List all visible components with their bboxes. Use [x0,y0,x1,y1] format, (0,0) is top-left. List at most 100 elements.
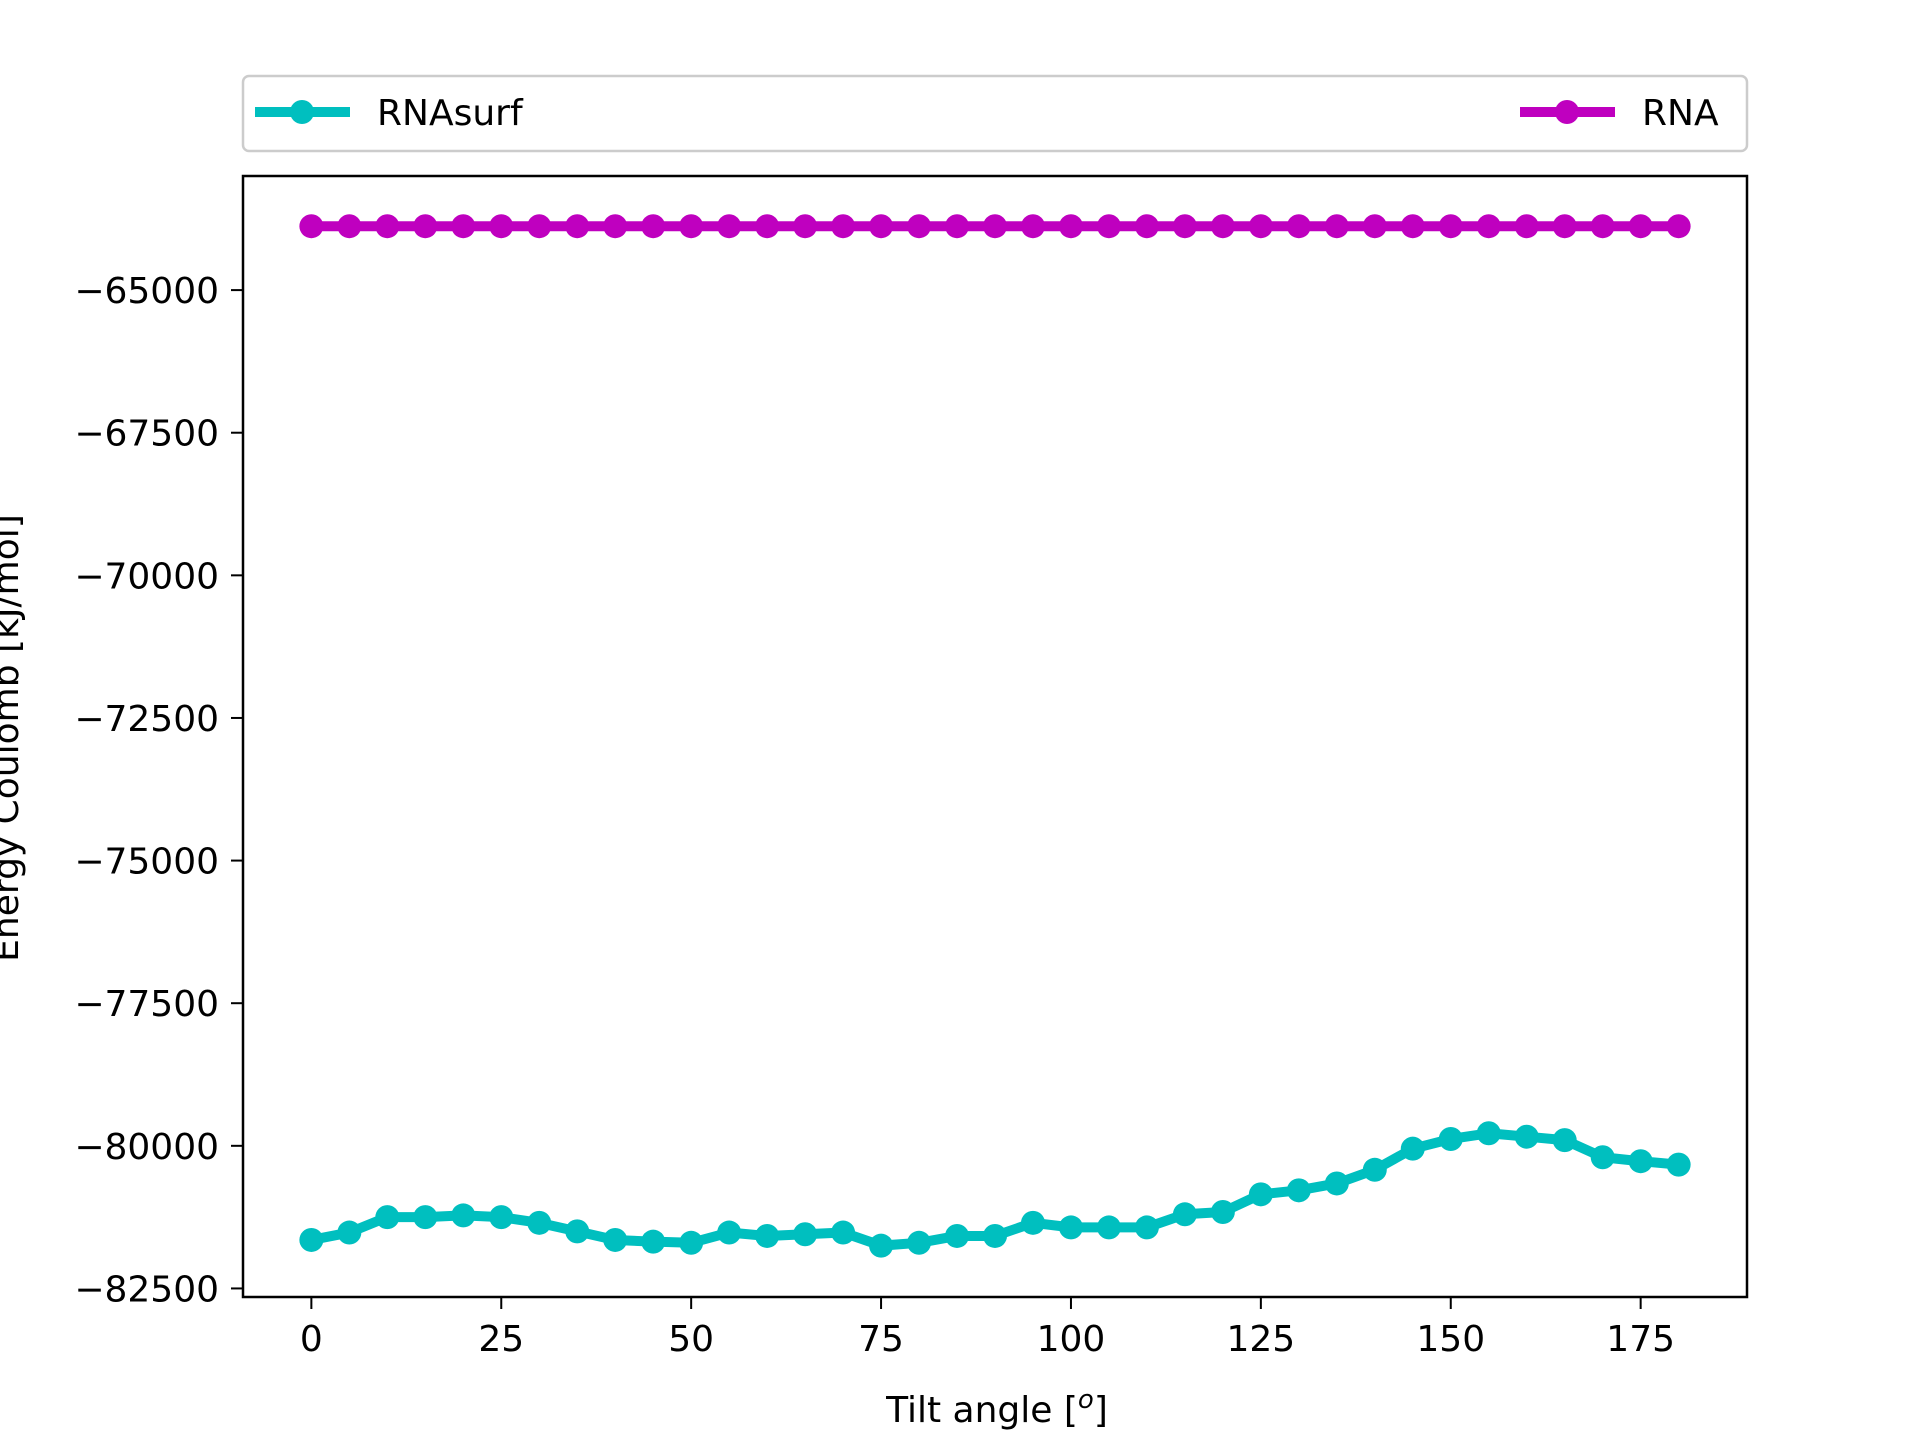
data-point-rna [1666,214,1691,239]
series-rna [299,214,1691,239]
data-point-rna [831,214,856,239]
data-point-rna [603,214,628,239]
x-tick-label: 75 [858,1319,904,1360]
data-point-rnasurf [1628,1149,1653,1174]
data-point-rna [1020,214,1045,239]
data-point-rna [1514,214,1539,239]
data-point-rnasurf [1134,1215,1159,1240]
data-point-rnasurf [1096,1215,1121,1240]
data-point-rnasurf [1362,1157,1387,1182]
series-rnasurf [299,1121,1691,1258]
data-point-rna [1286,214,1311,239]
legend-marker-rnasurf [290,100,314,124]
legend-marker-rna [1555,100,1579,124]
data-point-rna [1628,214,1653,239]
data-point-rnasurf [983,1223,1007,1248]
y-tick-label: −77500 [74,984,219,1025]
data-point-rna [1210,214,1235,239]
data-point-rnasurf [1438,1126,1463,1151]
series-layer [299,214,1691,1258]
data-point-rna [1096,214,1121,239]
data-point-rnasurf [755,1223,780,1248]
data-point-rnasurf [1400,1136,1425,1161]
y-tick-label: −65000 [74,271,219,312]
data-point-rna [945,214,970,239]
plot-border [241,174,1749,1299]
data-point-rnasurf [1324,1171,1349,1196]
data-point-rnasurf [603,1227,628,1252]
x-axis: 0 25 50 75 100 125 150 175 [300,1297,1675,1360]
data-point-rna [1476,214,1501,239]
data-point-rna [1248,214,1273,239]
data-point-rnasurf [1172,1202,1197,1227]
x-tick-label: 175 [1606,1319,1675,1360]
data-point-rna [337,214,362,239]
data-point-rnasurf [299,1227,324,1252]
data-point-rna [907,214,932,239]
data-point-rna [641,214,666,239]
x-tick-label: 50 [668,1319,714,1360]
data-point-rnasurf [375,1205,400,1230]
legend: RNAsurf RNA [241,74,1749,153]
data-point-rna [755,214,780,239]
x-tick-label: 150 [1416,1319,1485,1360]
data-point-rna [299,214,324,239]
data-point-rnasurf [451,1203,476,1228]
data-point-rnasurf [1248,1182,1273,1207]
data-point-rnasurf [793,1222,818,1247]
y-tick-label: −72500 [74,699,219,740]
legend-label-rna: RNA [1642,93,1719,134]
data-point-rna [679,214,704,239]
data-point-rnasurf [1058,1215,1083,1240]
y-tick-label: −80000 [74,1127,219,1168]
data-point-rnasurf [337,1220,362,1245]
y-axis: −82500 −80000 −77500 −75000 −72500 −70000 −675… [74,271,243,1310]
data-point-rna [1590,214,1615,239]
data-point-rnasurf [717,1220,742,1245]
data-point-rna [1400,214,1425,239]
y-tick-label: −67500 [74,414,219,455]
data-point-rna [1324,214,1349,239]
data-point-rnasurf [1286,1178,1311,1203]
data-point-rna [1362,214,1387,239]
data-point-rna [1058,214,1083,239]
data-point-rnasurf [641,1229,666,1254]
data-point-rnasurf [679,1230,704,1255]
legend-entry-rnasurf: RNAsurf [255,93,524,134]
data-point-rnasurf [1210,1199,1235,1224]
data-point-rnasurf [413,1205,438,1230]
x-tick-label: 125 [1226,1319,1295,1360]
x-axis-label: Tilt angle [o] [885,1385,1108,1431]
x-axis-label-text: Tilt angle [ [885,1390,1078,1431]
data-point-rna [413,214,438,239]
data-point-rnasurf [1590,1145,1615,1170]
y-tick-label: −70000 [74,556,219,597]
data-point-rnasurf [527,1210,552,1235]
data-point-rnasurf [489,1205,514,1230]
data-point-rnasurf [1514,1124,1539,1149]
data-point-rna [1172,214,1197,239]
data-point-rna [983,214,1007,239]
data-point-rna [1552,214,1577,239]
data-point-rna [1134,214,1159,239]
data-point-rna [717,214,742,239]
x-axis-label-superscript: o [1078,1385,1094,1415]
data-point-rnasurf [831,1220,856,1245]
data-point-rna [565,214,590,239]
data-point-rna [489,214,514,239]
data-point-rnasurf [1666,1152,1691,1177]
x-tick-label: 100 [1037,1319,1106,1360]
data-point-rna [451,214,476,239]
legend-entry-rna: RNA [1520,93,1719,134]
plot-frame [241,174,1749,1299]
data-point-rnasurf [1552,1128,1577,1153]
data-point-rna [527,214,552,239]
x-tick-label: 25 [478,1319,524,1360]
y-axis-label: Energy Coulomb [kJ/mol] [0,514,27,962]
data-point-rnasurf [869,1233,894,1258]
data-point-rna [375,214,400,239]
data-point-rna [1438,214,1463,239]
y-tick-label: −82500 [74,1269,219,1310]
data-point-rnasurf [565,1219,590,1244]
